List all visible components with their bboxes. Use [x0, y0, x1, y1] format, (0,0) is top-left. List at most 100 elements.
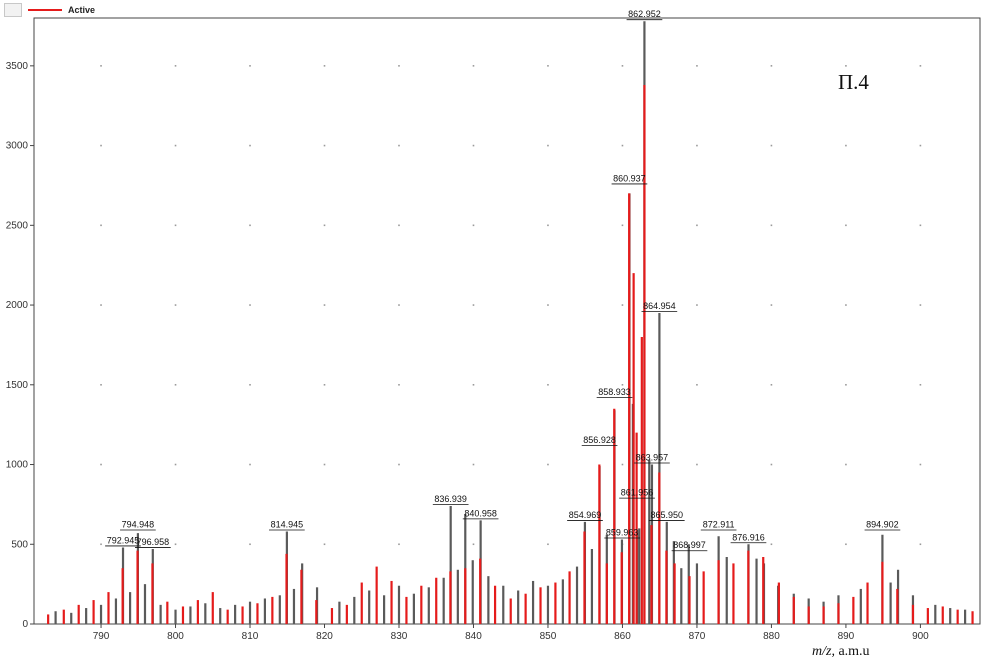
- grid-dot: [249, 543, 251, 546]
- grid-dot: [174, 224, 177, 227]
- grid-dots: [100, 65, 922, 546]
- grid-dot: [770, 144, 773, 147]
- plot-frame: [33, 17, 981, 625]
- grid-dot: [845, 144, 847, 147]
- x-axis-unit: a.m.u: [838, 644, 870, 659]
- x-tick-label: 790: [93, 631, 110, 642]
- grid-dot: [249, 65, 251, 67]
- grid-dot: [845, 383, 847, 386]
- peak-label: 865.950: [651, 510, 684, 520]
- grid-dot: [696, 383, 698, 386]
- x-axis-ticks: 790 800 810 820 830 840 850 860 870 880 890 900: [93, 624, 929, 642]
- grid-dot: [323, 383, 326, 386]
- legend: Active: [4, 2, 95, 18]
- grid-dot: [100, 383, 102, 386]
- grid-dot: [621, 144, 624, 147]
- x-tick-label: 810: [242, 631, 259, 642]
- grid-dot: [398, 304, 400, 306]
- peak-label: 862.952: [628, 9, 661, 19]
- grid-dot: [845, 224, 847, 227]
- x-tick-label: 870: [689, 631, 706, 642]
- grid-dot: [249, 144, 251, 147]
- grid-dot: [398, 144, 400, 147]
- grid-dot: [100, 543, 102, 546]
- y-tick-label: 0: [22, 619, 28, 630]
- peak-label: 894.902: [866, 520, 899, 530]
- grid-dot: [621, 304, 624, 306]
- grid-dot: [100, 224, 102, 227]
- peak-label: 814.945: [271, 520, 304, 530]
- peak-label: 792.945: [107, 535, 140, 545]
- grid-dot: [547, 543, 549, 546]
- panel-label: П.4: [838, 70, 869, 94]
- grid-dot: [770, 383, 773, 386]
- grid-dot: [621, 224, 624, 227]
- y-tick-label: 3000: [6, 141, 29, 152]
- grid-dot: [919, 144, 922, 147]
- x-tick-label: 800: [167, 631, 184, 642]
- y-tick-label: 2000: [6, 300, 29, 311]
- y-axis-ticks: 0 500 1000 1500 2000 2500 3000 3500: [6, 61, 34, 630]
- grid-dot: [249, 304, 251, 306]
- grid-dot: [323, 65, 326, 67]
- grid-dot: [100, 463, 102, 466]
- grid-dot: [547, 383, 549, 386]
- y-tick-label: 1500: [6, 380, 29, 391]
- grid-dot: [547, 144, 549, 147]
- grid-dot: [621, 463, 624, 466]
- peak-label: 872.911: [703, 520, 735, 530]
- peak-label: 860.937: [613, 173, 646, 183]
- grid-dot: [398, 543, 400, 546]
- grid-dot: [174, 383, 177, 386]
- grid-dot: [174, 304, 177, 306]
- y-tick-label: 3500: [6, 61, 29, 72]
- grid-dot: [919, 463, 922, 466]
- grid-dot: [621, 65, 624, 67]
- peak-label: 868.997: [673, 540, 706, 550]
- grid-dot: [770, 304, 773, 306]
- grid-dot: [398, 463, 400, 466]
- grid-dot: [770, 224, 773, 227]
- grid-dot: [845, 304, 847, 306]
- grid-dot: [845, 543, 847, 546]
- grid-dot: [323, 463, 326, 466]
- grid-dot: [472, 144, 475, 147]
- grid-dot: [696, 463, 698, 466]
- x-tick-label: 890: [838, 631, 855, 642]
- grid-dot: [919, 543, 922, 546]
- grid-dot: [472, 383, 475, 386]
- peak-label: 840.958: [464, 508, 497, 518]
- x-tick-label: 850: [540, 631, 557, 642]
- peak-label: 859.963: [606, 527, 639, 537]
- grid-dot: [323, 304, 326, 306]
- x-axis-unit-label: m/z, a.m.u: [812, 644, 870, 660]
- grid-dot: [174, 144, 177, 147]
- grid-dot: [547, 224, 549, 227]
- grid-dot: [696, 65, 698, 67]
- grid-dot: [621, 383, 624, 386]
- x-tick-label: 880: [763, 631, 780, 642]
- y-tick-label: 2500: [6, 220, 29, 231]
- grid-dot: [398, 65, 400, 67]
- peak-labels: 792.945 794.948 796.958 814.945 836.939 840.9…: [105, 9, 901, 552]
- grid-dot: [323, 224, 326, 227]
- grid-dot: [174, 463, 177, 466]
- peak-label: 876.916: [732, 532, 765, 542]
- grid-dot: [174, 65, 177, 67]
- grid-dot: [770, 543, 773, 546]
- grid-dot: [100, 144, 102, 147]
- grid-dot: [398, 224, 400, 227]
- grid-dot: [696, 304, 698, 306]
- grid-dot: [100, 65, 102, 67]
- grid-dot: [696, 543, 698, 546]
- grid-dot: [472, 224, 475, 227]
- grid-dot: [770, 463, 773, 466]
- chart-icon[interactable]: [4, 3, 22, 17]
- grid-dot: [919, 65, 922, 67]
- grid-dot: [696, 224, 698, 227]
- grid-dot: [472, 463, 475, 466]
- peak-label: 856.928: [583, 435, 616, 445]
- grid-dot: [845, 463, 847, 466]
- x-tick-label: 820: [316, 631, 333, 642]
